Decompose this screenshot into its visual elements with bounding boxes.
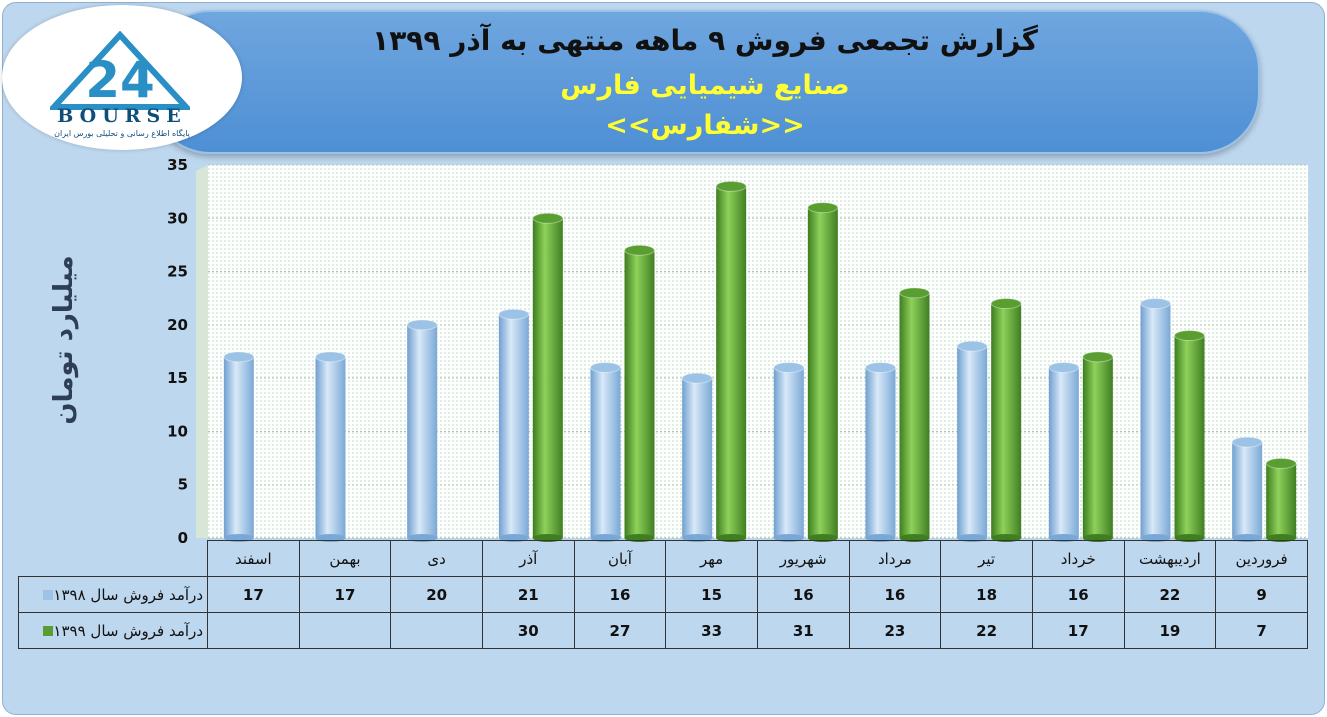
data-label: 20 (390, 576, 483, 613)
bar (715, 180, 747, 542)
y-tick-label: 25 (167, 263, 188, 281)
ticker-symbol: <<شفارس>> (605, 110, 805, 141)
bar (773, 361, 805, 542)
plot-side-wall (196, 165, 208, 538)
series-name: درآمد فروش سال ۱۳۹۸ (53, 585, 203, 604)
company-name: صنایع شیمیایی فارس (560, 70, 850, 101)
x-tick-label: مهر (665, 540, 758, 577)
x-tick-label: شهریور (756, 540, 850, 577)
bar (590, 361, 621, 542)
logo-triangle-icon: 24 (50, 31, 190, 110)
y-tick-label: 10 (167, 422, 188, 440)
legend-entry: درآمد فروش سال ۱۳۹۸ (18, 576, 208, 613)
legend-entry: درآمد فروش سال ۱۳۹۹ (18, 612, 208, 649)
gridlines (208, 164, 1308, 539)
legend-key-icon (43, 590, 54, 600)
y-tick-label: 15 (167, 369, 188, 387)
data-label: 27 (573, 612, 667, 649)
bar (956, 340, 988, 542)
data-label: 22 (1123, 576, 1217, 613)
bar (807, 202, 839, 542)
bar (681, 372, 713, 542)
bar (624, 244, 655, 542)
data-label: 16 (573, 576, 667, 613)
plot-background (208, 165, 1308, 538)
data-label: 30 (481, 612, 575, 649)
x-tick-label: مرداد (848, 540, 942, 577)
series-name: درآمد فروش سال ۱۳۹۹ (53, 621, 203, 640)
bar (990, 298, 1022, 542)
x-tick-label: خرداد (1031, 540, 1125, 577)
y-tick-label: 0 (178, 529, 188, 547)
x-tick-label: دی (390, 540, 483, 577)
data-label: 19 (1123, 612, 1217, 649)
bar (532, 212, 564, 542)
data-label: 21 (481, 576, 575, 613)
y-tick-label: 35 (167, 156, 188, 174)
bar (1082, 351, 1114, 542)
data-label: 16 (1031, 576, 1125, 613)
title-banner: گزارش تجمعی فروش ۹ ماهه منتهی به آذر ۱۳۹… (150, 10, 1260, 154)
x-tick-label: آذر (481, 540, 575, 577)
legend-key-icon (43, 626, 54, 636)
x-tick-label: اسفند (207, 540, 300, 577)
logo-tagline: پایگاه اطلاع رسانی و تحلیلی بورس ایران (54, 129, 190, 138)
data-label: 16 (756, 576, 850, 613)
data-label: 31 (756, 612, 850, 649)
bar (865, 361, 896, 542)
y-tick-label: 20 (167, 316, 188, 334)
chart-title: گزارش تجمعی فروش ۹ ماهه منتهی به آذر ۱۳۹… (372, 24, 1038, 57)
logo-wordmark: BOURSE (57, 105, 187, 127)
x-tick-label: آبان (573, 540, 667, 577)
bar (1265, 457, 1297, 542)
bar (406, 319, 438, 542)
data-label: 17 (207, 576, 300, 613)
plot-area (196, 165, 1308, 538)
bar (1048, 361, 1080, 542)
bar (315, 351, 346, 542)
bar (1174, 330, 1205, 542)
data-label: 23 (848, 612, 942, 649)
table-row-1399: درآمد فروش سال ۱۳۹۹ 30 27 33 31 23 22 17 19 7 (18, 612, 1308, 649)
y-tick-labels: 0 5 10 15 20 25 30 35 (167, 156, 188, 547)
data-label: 22 (940, 612, 1033, 649)
logo-mark-text: 24 (85, 51, 155, 109)
bar (1231, 436, 1263, 542)
table-corner (19, 541, 208, 577)
y-tick-label: 5 (178, 476, 188, 494)
table-header-row: اسفند بهمن دی آذر آبان مهر شهریور مرداد تیر خرداد… (19, 540, 1308, 577)
x-tick-label: تیر (940, 540, 1033, 577)
data-label: 7 (1215, 612, 1308, 649)
data-label: 9 (1215, 576, 1308, 613)
data-label: 17 (1031, 612, 1125, 649)
data-label: 18 (940, 576, 1033, 613)
bourse24-logo: 24 BOURSE پایگاه اطلاع رسانی و تحلیلی بو… (2, 5, 242, 150)
x-tick-label: فروردین (1215, 540, 1308, 577)
data-label: 17 (298, 576, 392, 613)
x-tick-label: بهمن (298, 540, 392, 577)
bar (223, 351, 255, 542)
y-tick-label: 30 (167, 209, 188, 227)
data-label: 33 (665, 612, 758, 649)
x-tick-label: اردیبهشت (1123, 540, 1217, 577)
data-label (390, 612, 483, 649)
data-label (298, 612, 392, 649)
table-row-1398: درآمد فروش سال ۱۳۹۸ 17 17 20 21 16 15 16 16 18 16 2… (18, 576, 1308, 613)
data-table: اسفند بهمن دی آذر آبان مهر شهریور مرداد تیر خرداد… (18, 540, 1308, 649)
data-label (207, 612, 300, 649)
bar (1140, 298, 1171, 542)
data-label: 16 (848, 576, 942, 613)
data-label: 15 (665, 576, 758, 613)
bar (899, 287, 930, 542)
bar (498, 308, 530, 542)
